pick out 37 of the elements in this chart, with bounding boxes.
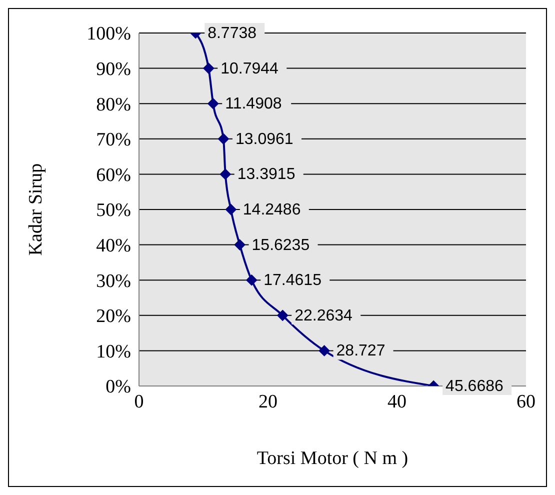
y-tick-label: 50% [96,200,132,222]
point [225,204,236,215]
x-tick-label: 60 [516,391,536,412]
x-axis-title: Torsi Motor ( N m ) [256,448,408,469]
point [203,62,214,74]
y-tick-label: 40% [96,236,132,257]
point [208,98,219,110]
x-tick-label: 0 [134,391,144,412]
y-tick-label: 70% [96,130,132,151]
annotation: 28.727 [336,342,386,360]
y-tick-label: 80% [96,94,132,116]
annotation: 10.7944 [220,60,279,78]
y-tick-label: 20% [96,306,132,328]
annotation: 15.6235 [252,236,310,254]
annotation: 11.4908 [225,96,282,113]
y-tick-label: 60% [96,164,132,186]
point [318,345,330,356]
point [246,274,258,286]
point [234,239,246,250]
y-tick-label: 100% [86,24,132,45]
annotation: 14.2486 [242,202,301,218]
x-tick-label: 40 [388,391,406,412]
y-tick-label: 90% [96,59,132,80]
x-tick-label: 20 [258,391,278,412]
annotation: 45.6686 [446,378,504,395]
annotation: 17.4615 [264,272,322,290]
y-tick-label: 0% [106,376,132,398]
y-axis-title: Kadar Sirup [26,163,47,256]
point [218,133,229,144]
annotation: 13.0961 [235,130,294,148]
point [220,168,231,180]
point [277,310,288,321]
y-tick-label: 30% [96,270,132,292]
y-tick-label: 10% [96,341,132,362]
annotation: 8.7738 [208,25,257,42]
annotation: 13.3915 [237,166,296,184]
annotation: 22.2634 [294,307,353,324]
